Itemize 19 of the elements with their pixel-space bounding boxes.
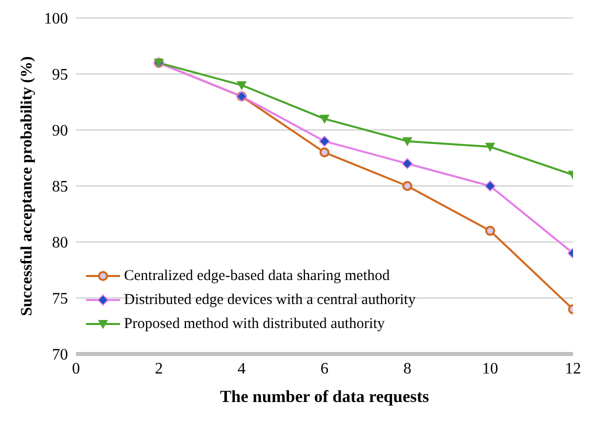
legend-label: Centralized edge-based data sharing method [124, 268, 390, 284]
x-tick-label: 0 [72, 360, 80, 378]
y-tick-label: 95 [52, 66, 68, 84]
y-tick-label: 80 [52, 234, 68, 252]
y-tick-label: 100 [44, 10, 68, 28]
x-tick-label: 4 [238, 360, 246, 378]
x-tick-label: 2 [154, 360, 163, 378]
y-tick-label: 85 [52, 178, 68, 196]
y-tick-label: 90 [52, 122, 68, 140]
y-axis-title: Successful acceptance probability (%) [18, 56, 36, 316]
legend-label: Proposed method with distributed authority [124, 316, 385, 332]
y-tick-label: 75 [52, 290, 68, 308]
x-axis-title: The number of data requests [220, 387, 430, 406]
x-tick-label: 6 [320, 360, 328, 378]
y-tick-label: 70 [52, 346, 68, 364]
x-tick-label: 10 [482, 360, 498, 378]
x-tick-label: 12 [565, 360, 581, 378]
legend-label: Distributed edge devices with a central authority [124, 292, 416, 308]
x-tick-label: 8 [403, 360, 412, 378]
